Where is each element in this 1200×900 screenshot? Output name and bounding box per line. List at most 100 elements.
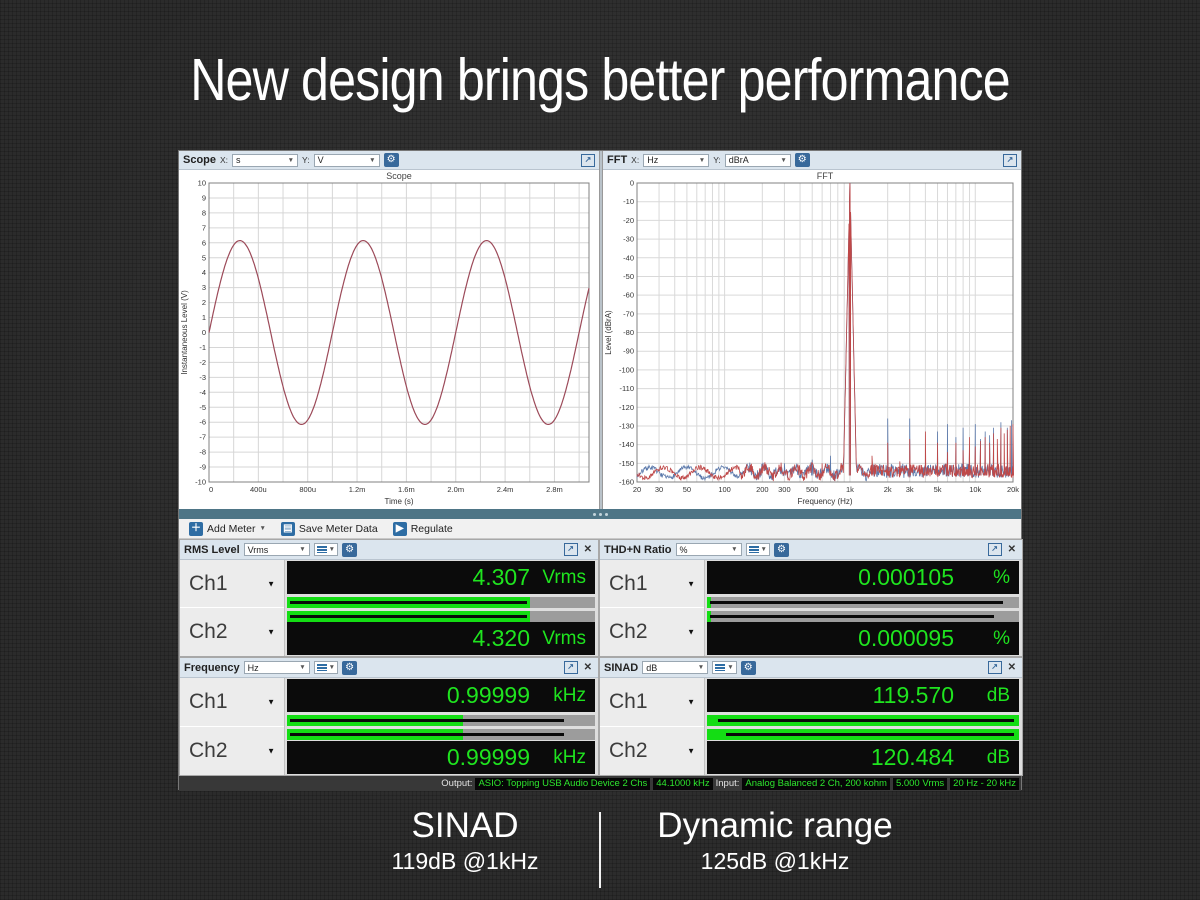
popout-icon[interactable]: ↗ (987, 543, 1002, 556)
svg-text:5: 5 (202, 253, 206, 262)
channel-selector-ch2[interactable]: Ch2 ▼ (600, 727, 704, 776)
meter-reading-ch1: 0.000105% (707, 561, 1019, 594)
chevron-down-icon: ▼ (687, 579, 695, 588)
close-icon[interactable]: ✕ (583, 544, 592, 555)
channel-label-column: Ch1 ▼ Ch2 ▼ (180, 678, 285, 775)
vertical-splitter[interactable] (599, 151, 603, 509)
channel-selector-ch2[interactable]: Ch2 ▼ (180, 727, 284, 776)
reading-value: 0.000095 (858, 625, 954, 651)
svg-text:500: 500 (806, 485, 819, 494)
chevron-down-icon: ▼ (299, 546, 306, 553)
add-meter-label: Add Meter (207, 522, 256, 535)
close-icon[interactable]: ✕ (583, 662, 592, 673)
gear-icon[interactable]: ⚙ (342, 660, 358, 675)
channel-selector-ch1[interactable]: Ch1 ▼ (180, 678, 284, 727)
chevron-down-icon: ▼ (267, 579, 275, 588)
meter-frequency: Frequency Hz ▼ ▼ ⚙ ↗ ✕ Ch1 ▼ Ch2 ▼ 0.99999 kHz 0.9999… (179, 657, 599, 776)
close-icon[interactable]: ✕ (1007, 662, 1016, 673)
reading-value: 119.570 (872, 682, 954, 708)
chevron-down-icon: ▼ (287, 156, 295, 164)
input-badge-2: 20 Hz - 20 kHz (950, 777, 1019, 790)
input-label: Input: (715, 778, 740, 789)
popout-icon[interactable]: ↗ (987, 661, 1002, 674)
reading-unit: Vrms (542, 566, 586, 588)
popout-icon[interactable]: ↗ (563, 661, 578, 674)
gear-icon[interactable]: ⚙ (794, 153, 810, 167)
scope-y-unit-select[interactable]: V ▼ (313, 153, 380, 167)
meter-unit-select[interactable]: Vrms ▼ (243, 543, 310, 556)
popout-icon[interactable]: ↗ (563, 543, 578, 556)
metrics-divider (599, 812, 601, 888)
fft-x-unit-select[interactable]: Hz ▼ (643, 153, 710, 167)
meter-unit-value: % (679, 544, 688, 555)
fft-panel: FFT X: Hz ▼ Y: dBrA ▼ ⚙ ↗ -160 -150 -140 -1… (603, 151, 1021, 509)
svg-text:400u: 400u (250, 485, 267, 494)
close-icon[interactable]: ✕ (1007, 544, 1016, 555)
svg-text:1k: 1k (846, 485, 854, 494)
save-icon: ▤ (280, 521, 295, 536)
reading-value: 4.307 (472, 564, 530, 590)
svg-text:-140: -140 (619, 440, 634, 449)
chevron-down-icon: ▼ (697, 664, 705, 671)
regulate-button[interactable]: ▶ Regulate (388, 520, 458, 538)
meter-unit-select[interactable]: Hz ▼ (243, 661, 310, 674)
channel-label: Ch2 (609, 738, 648, 762)
svg-text:0: 0 (209, 485, 213, 494)
gear-icon[interactable]: ⚙ (773, 542, 789, 557)
svg-text:-20: -20 (623, 216, 634, 225)
svg-text:-3: -3 (199, 373, 206, 382)
channel-value-column: 119.570 dB 120.484 dB (707, 678, 1019, 775)
gear-icon[interactable]: ⚙ (740, 660, 756, 675)
svg-text:-40: -40 (623, 253, 634, 262)
add-meter-button[interactable]: ＋ Add Meter ▼ (184, 520, 271, 538)
meter-reading-ch2: 0.99999 kHz (287, 741, 595, 774)
scope-panel-header: Scope X: s ▼ Y: V ▼ ⚙ ↗ (179, 151, 599, 170)
gear-icon[interactable]: ⚙ (383, 153, 399, 167)
chevron-down-icon: ▼ (328, 664, 336, 671)
svg-text:2.8m: 2.8m (546, 485, 563, 494)
svg-text:100: 100 (718, 485, 731, 494)
svg-text:-70: -70 (623, 309, 634, 318)
gear-icon[interactable]: ⚙ (342, 542, 358, 557)
svg-text:7: 7 (202, 223, 206, 232)
popout-icon[interactable]: ↗ (581, 153, 595, 167)
horizontal-splitter[interactable] (179, 509, 1021, 519)
metric-sinad-value: 119dB @1kHz (391, 848, 539, 874)
meter-toolbar: ＋ Add Meter ▼ ▤ Save Meter Data ▶ Regula… (179, 519, 1021, 539)
svg-text:300: 300 (778, 485, 791, 494)
popout-icon[interactable]: ↗ (1003, 153, 1017, 167)
meter-display-mode-button[interactable]: ▼ (313, 543, 339, 556)
channel-selector-ch2[interactable]: Ch2 ▼ (180, 608, 284, 656)
save-meter-data-button[interactable]: ▤ Save Meter Data (276, 520, 383, 538)
reading-value: 0.99999 (446, 682, 530, 708)
channel-selector-ch1[interactable]: Ch1 ▼ (180, 560, 284, 608)
chevron-down-icon: ▼ (259, 525, 266, 532)
svg-text:6: 6 (202, 238, 206, 247)
channel-selector-ch1[interactable]: Ch1 ▼ (600, 560, 704, 608)
fft-y-unit-select[interactable]: dBrA ▼ (724, 153, 791, 167)
meter-unit-value: Hz (247, 662, 259, 673)
scope-x-unit-select[interactable]: s ▼ (232, 153, 299, 167)
svg-text:9: 9 (202, 193, 206, 202)
save-meter-data-label: Save Meter Data (298, 522, 378, 535)
svg-text:-1: -1 (199, 343, 206, 352)
meter-header: THD+N Ratio% ▼ ▼ ⚙ ↗ ✕ (600, 540, 1022, 560)
svg-text:Time (s): Time (s) (384, 497, 413, 506)
meter-unit-select[interactable]: % ▼ (675, 543, 742, 556)
meter-unit-select[interactable]: dB ▼ (642, 661, 709, 674)
meter-body: Ch1 ▼ Ch2 ▼ 0.000105% 0.000095% (600, 560, 1022, 656)
fft-panel-title: FFT (607, 154, 628, 166)
meter-header: SINAD dB ▼ ▼ ⚙ ↗ ✕ (600, 658, 1022, 678)
level-bar-ch1 (287, 715, 595, 726)
chevron-down-icon: ▼ (698, 156, 706, 164)
meter-display-mode-button[interactable]: ▼ (313, 661, 339, 674)
svg-text:0: 0 (630, 179, 634, 188)
channel-selector-ch1[interactable]: Ch1 ▼ (600, 678, 704, 727)
meter-display-mode-button[interactable]: ▼ (745, 543, 770, 556)
channel-selector-ch2[interactable]: Ch2 ▼ (600, 608, 704, 656)
meter-display-mode-button[interactable]: ▼ (712, 661, 737, 674)
chevron-down-icon: ▼ (687, 697, 695, 707)
display-mode-icon (715, 664, 726, 671)
svg-text:20k: 20k (1007, 485, 1019, 494)
